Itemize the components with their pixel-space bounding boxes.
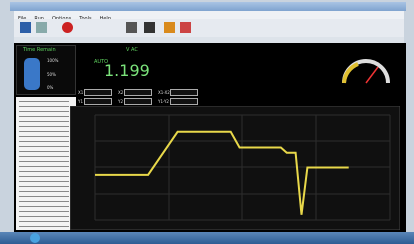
log-row <box>19 141 69 142</box>
gauge-needle <box>366 67 378 83</box>
gauge <box>338 49 394 89</box>
level-label: 100% <box>47 58 58 63</box>
gauge-arc <box>344 61 388 83</box>
log-row <box>19 121 69 122</box>
log-row <box>19 101 69 102</box>
log-row <box>19 221 69 222</box>
tool-button[interactable] <box>144 22 155 33</box>
stop-button[interactable] <box>62 22 73 33</box>
log-row <box>19 206 69 207</box>
log-row <box>19 226 69 227</box>
status-title: Time Remain <box>23 47 56 53</box>
log-row <box>19 196 69 197</box>
level-tank <box>24 58 40 90</box>
log-row <box>19 151 69 152</box>
log-row <box>19 116 69 117</box>
log-row <box>19 201 69 202</box>
cursor-label: X2 <box>118 90 123 95</box>
plot-frame <box>70 106 400 230</box>
cursor-panel: X1 X2 X1-X2 Y1 Y2 Y1-Y2 <box>78 89 218 107</box>
log-row <box>19 181 69 182</box>
log-row <box>19 131 69 132</box>
tool-button[interactable] <box>164 22 175 33</box>
unit-label: V AC <box>126 47 138 53</box>
log-row <box>19 136 69 137</box>
log-row <box>19 186 69 187</box>
save-button[interactable] <box>20 22 31 33</box>
title-bar <box>10 2 406 11</box>
log-row <box>19 211 69 212</box>
menu-bar: FileRunOptionsToolsHelp <box>14 11 404 19</box>
log-row <box>19 216 69 217</box>
log-row <box>19 191 69 192</box>
log-row <box>19 146 69 147</box>
gauge-arc <box>344 64 358 83</box>
status-box: Time Remain 100% 50% 0% <box>16 45 76 95</box>
tool-button[interactable] <box>126 22 137 33</box>
log-row <box>19 176 69 177</box>
reading: 1.199 <box>104 61 150 80</box>
level-label: 0% <box>47 85 53 90</box>
plot <box>70 106 400 230</box>
taskbar <box>0 232 414 244</box>
log-row <box>19 106 69 107</box>
screen: FileRunOptionsToolsHelp Time Remain 100%… <box>0 0 414 244</box>
log-row <box>19 126 69 127</box>
cursor-label: X1-X2 <box>158 90 170 95</box>
cursor-label: Y2 <box>118 99 123 104</box>
toolbar <box>14 19 404 37</box>
cursor-label: X1 <box>78 90 83 95</box>
log-row <box>19 166 69 167</box>
log-list <box>16 97 76 230</box>
log-row <box>19 171 69 172</box>
tool-button[interactable] <box>180 22 191 33</box>
log-row <box>19 156 69 157</box>
level-label: 50% <box>47 72 56 77</box>
cursor-label: Y1-Y2 <box>158 99 169 104</box>
log-row <box>19 161 69 162</box>
cursor-label: Y1 <box>78 99 83 104</box>
start-button[interactable] <box>30 233 40 243</box>
print-button[interactable] <box>36 22 47 33</box>
log-row <box>19 111 69 112</box>
